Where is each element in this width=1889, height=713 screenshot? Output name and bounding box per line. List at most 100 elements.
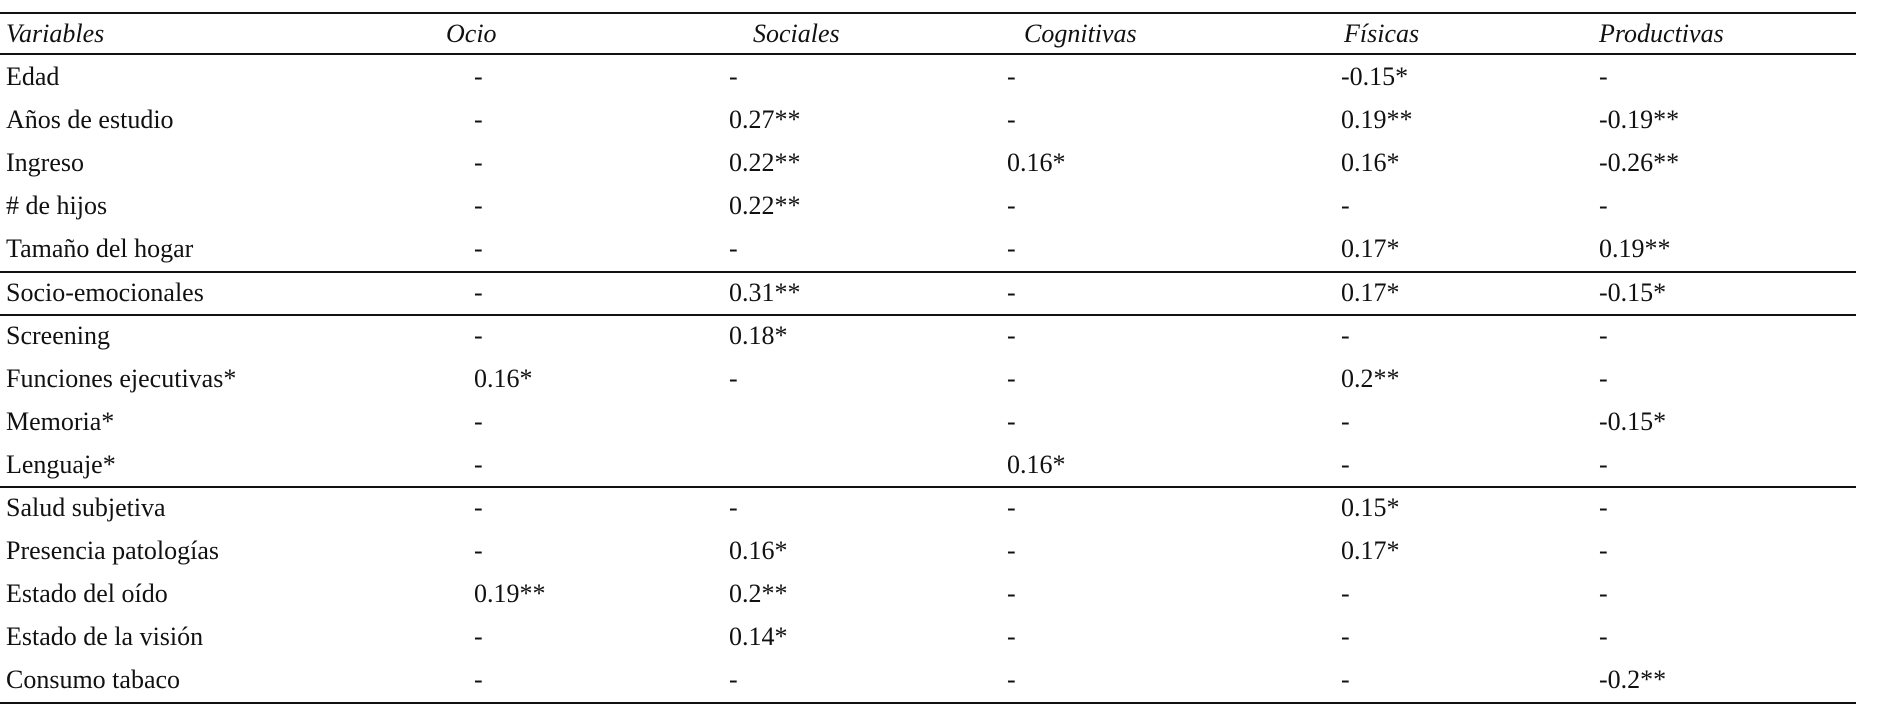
cell-value: - bbox=[729, 363, 738, 393]
cell-value: - bbox=[729, 62, 738, 91]
cell-value: - bbox=[1007, 579, 1016, 609]
cell-value: - bbox=[474, 493, 483, 522]
cell-value: - bbox=[1599, 449, 1608, 479]
cell-value: - bbox=[1341, 191, 1350, 221]
cell-value: -0.26** bbox=[1599, 148, 1680, 178]
cell-value: - bbox=[1007, 277, 1016, 307]
cell-value: - bbox=[1007, 320, 1016, 350]
cell-value: - bbox=[1007, 536, 1016, 566]
row-label: Edad bbox=[6, 62, 60, 91]
cell-value: -0.19** bbox=[1599, 105, 1680, 135]
cell-value: - bbox=[474, 148, 483, 178]
row-label: Lenguaje* bbox=[6, 449, 116, 479]
cell-value: - bbox=[474, 449, 483, 479]
table-rule bbox=[0, 53, 1856, 55]
cell-value: - bbox=[1599, 536, 1608, 566]
row-label: Funciones ejecutivas* bbox=[6, 363, 237, 393]
cell-value: 0.17* bbox=[1341, 277, 1400, 307]
cell-value: - bbox=[474, 320, 483, 350]
cell-value: - bbox=[729, 493, 738, 522]
table-rule bbox=[0, 314, 1856, 317]
row-label: Salud subjetiva bbox=[6, 493, 166, 522]
row-label: Estado del oído bbox=[6, 579, 168, 609]
cell-value: 0.19** bbox=[1599, 234, 1671, 264]
cell-value: - bbox=[1007, 62, 1016, 91]
cell-value: 0.2** bbox=[1341, 363, 1400, 393]
cell-value: 0.16* bbox=[1007, 148, 1066, 178]
row-label: Screening bbox=[6, 320, 110, 350]
column-header: Físicas bbox=[1344, 19, 1420, 48]
cell-value: - bbox=[1007, 191, 1016, 221]
cell-value: - bbox=[1599, 363, 1608, 393]
column-header: Ocio bbox=[446, 19, 497, 48]
cell-value: -0.2** bbox=[1599, 665, 1667, 695]
cell-value: - bbox=[474, 191, 483, 221]
column-header: Variables bbox=[6, 19, 105, 48]
cell-value: - bbox=[474, 62, 483, 91]
cell-value: - bbox=[1599, 320, 1608, 350]
cell-value: -0.15* bbox=[1599, 406, 1667, 436]
cell-value: - bbox=[1007, 406, 1016, 436]
cell-value: - bbox=[1599, 622, 1608, 652]
cell-value: - bbox=[474, 277, 483, 307]
cell-value: - bbox=[1599, 191, 1608, 221]
cell-value: - bbox=[474, 105, 483, 135]
table-rule bbox=[0, 486, 1856, 489]
cell-value: - bbox=[1341, 665, 1350, 695]
cell-value: 0.22** bbox=[729, 148, 801, 178]
cell-value: - bbox=[1341, 579, 1350, 609]
row-label: Consumo tabaco bbox=[6, 665, 181, 695]
cell-value: 0.27** bbox=[729, 105, 801, 135]
cell-value: 0.16* bbox=[474, 363, 533, 393]
cell-value: - bbox=[729, 665, 738, 695]
cell-value: - bbox=[1599, 579, 1608, 609]
cell-value: - bbox=[474, 234, 483, 264]
row-label: # de hijos bbox=[6, 191, 108, 221]
column-header: Cognitivas bbox=[1024, 19, 1137, 48]
row-label: Años de estudio bbox=[6, 105, 174, 135]
cell-value: 0.18* bbox=[729, 320, 788, 350]
cell-value: - bbox=[1341, 449, 1350, 479]
cell-value: - bbox=[1007, 665, 1016, 695]
cell-value: 0.17* bbox=[1341, 234, 1400, 264]
cell-value: -0.15* bbox=[1341, 62, 1409, 91]
cell-value: 0.31** bbox=[729, 277, 801, 307]
row-label: Memoria* bbox=[6, 406, 115, 436]
cell-value: - bbox=[474, 665, 483, 695]
cell-value: - bbox=[1341, 320, 1350, 350]
cell-value: - bbox=[1007, 105, 1016, 135]
cell-value: 0.14* bbox=[729, 622, 788, 652]
cell-value: - bbox=[474, 406, 483, 436]
table-rule bbox=[0, 270, 1856, 273]
cell-value: -0.15* bbox=[1599, 277, 1667, 307]
cell-value: 0.19** bbox=[474, 579, 546, 609]
cell-value: 0.2** bbox=[729, 579, 788, 609]
cell-value: 0.19** bbox=[1341, 105, 1413, 135]
cell-value: 0.16* bbox=[1007, 449, 1066, 479]
cell-value: - bbox=[1007, 363, 1016, 393]
cell-value: 0.22** bbox=[729, 191, 801, 221]
table-rule bbox=[0, 12, 1856, 14]
row-label: Estado de la visión bbox=[6, 622, 204, 652]
cell-value: - bbox=[474, 622, 483, 652]
column-header: Productivas bbox=[1599, 19, 1724, 48]
cell-value: - bbox=[1341, 406, 1350, 436]
cell-value: - bbox=[1007, 234, 1016, 264]
row-label: Presencia patologías bbox=[6, 536, 219, 566]
cell-value: - bbox=[729, 234, 738, 264]
cell-value: 0.15* bbox=[1341, 493, 1400, 522]
cell-value: - bbox=[1007, 622, 1016, 652]
column-header: Sociales bbox=[753, 19, 840, 48]
table-rule bbox=[0, 701, 1856, 704]
row-label: Tamaño del hogar bbox=[6, 234, 194, 264]
cell-value: 0.16* bbox=[729, 536, 788, 566]
cell-value: 0.16* bbox=[1341, 148, 1400, 178]
cell-value: - bbox=[474, 536, 483, 566]
cell-value: - bbox=[1599, 493, 1608, 522]
row-label: Ingreso bbox=[6, 148, 84, 178]
cell-value: - bbox=[1007, 493, 1016, 522]
cell-value: 0.17* bbox=[1341, 536, 1400, 566]
row-label: Socio-emocionales bbox=[6, 277, 204, 307]
cell-value: - bbox=[1341, 622, 1350, 652]
